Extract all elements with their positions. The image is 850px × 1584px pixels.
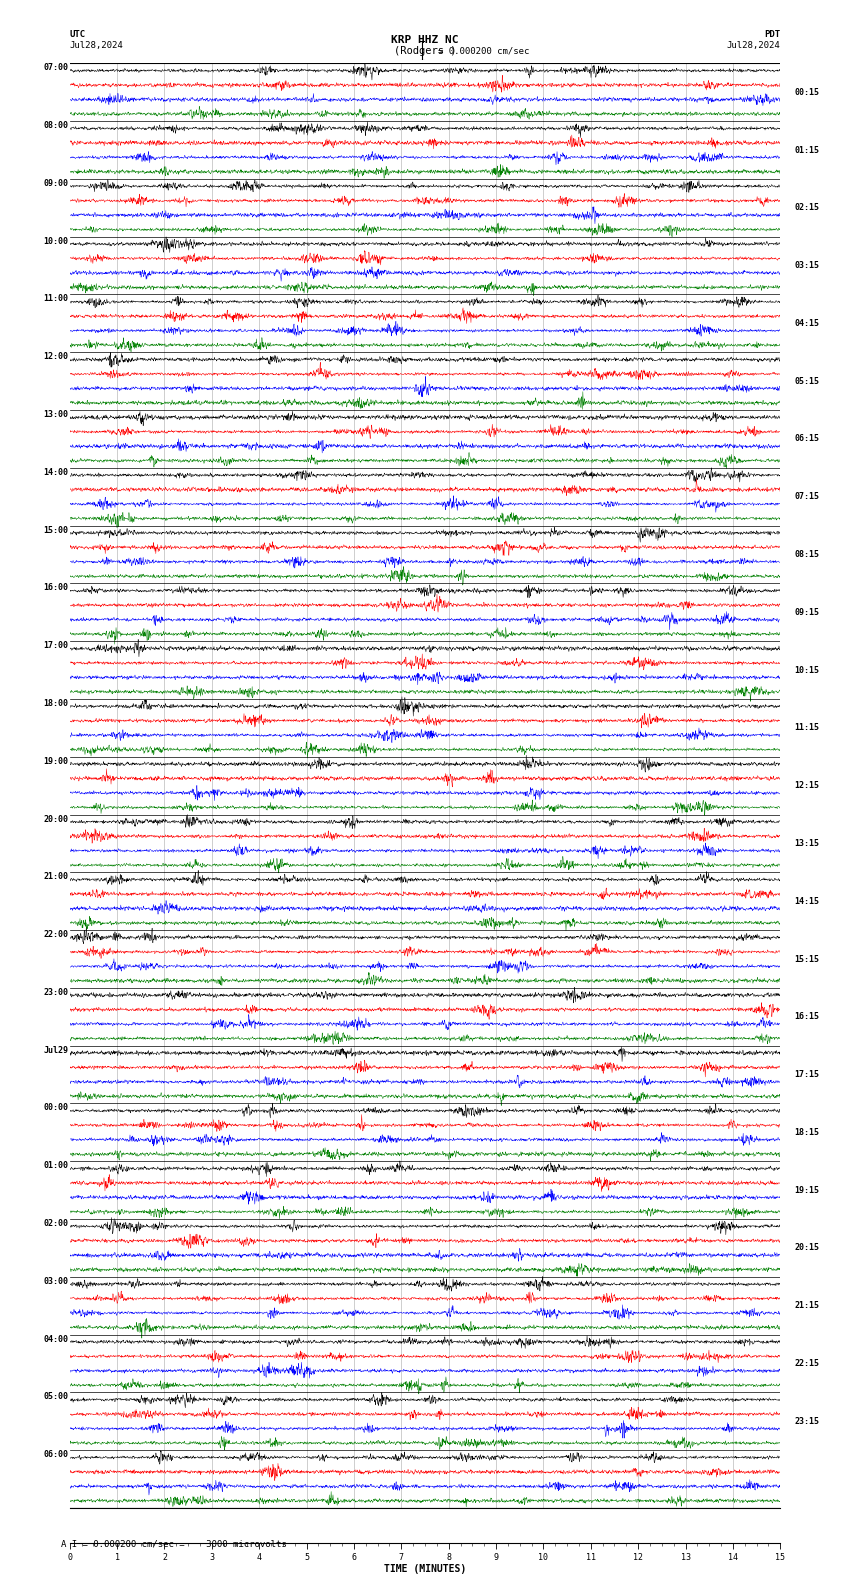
Text: 20:00: 20:00 [43,814,68,824]
Text: 08:15: 08:15 [795,550,819,559]
Text: 05:00: 05:00 [43,1392,68,1402]
Text: 20:15: 20:15 [795,1243,819,1253]
Text: 01:15: 01:15 [795,146,819,155]
Text: 08:00: 08:00 [43,120,68,130]
Text: A I = 0.000200 cm/sec =    3000 microvolts: A I = 0.000200 cm/sec = 3000 microvolts [61,1540,287,1549]
Text: = 0.000200 cm/sec: = 0.000200 cm/sec [438,46,529,55]
Text: 07:15: 07:15 [795,493,819,501]
Text: 02:00: 02:00 [43,1220,68,1228]
Text: Jul28,2024: Jul28,2024 [727,41,780,51]
Text: Jul28,2024: Jul28,2024 [70,41,123,51]
Text: 12:15: 12:15 [795,781,819,790]
Text: 06:00: 06:00 [43,1451,68,1459]
Text: 11:00: 11:00 [43,295,68,304]
Text: 13:15: 13:15 [795,840,819,847]
Text: 23:00: 23:00 [43,988,68,996]
Text: 15:15: 15:15 [795,955,819,963]
Text: 21:15: 21:15 [795,1300,819,1310]
Text: 23:15: 23:15 [795,1416,819,1426]
Text: 03:00: 03:00 [43,1277,68,1286]
Text: 17:00: 17:00 [43,642,68,649]
Text: KRP HHZ NC: KRP HHZ NC [391,35,459,44]
Text: (Rodgers ): (Rodgers ) [394,46,456,55]
Text: 19:00: 19:00 [43,757,68,765]
Text: 04:15: 04:15 [795,318,819,328]
Text: 22:15: 22:15 [795,1359,819,1369]
Text: 09:00: 09:00 [43,179,68,188]
X-axis label: TIME (MINUTES): TIME (MINUTES) [384,1563,466,1573]
Text: 10:00: 10:00 [43,236,68,246]
Text: 16:15: 16:15 [795,1012,819,1022]
Text: 17:15: 17:15 [795,1071,819,1079]
Text: 19:15: 19:15 [795,1186,819,1194]
Text: 18:15: 18:15 [795,1128,819,1137]
Text: 15:00: 15:00 [43,526,68,535]
Text: Jul29: Jul29 [43,1045,68,1055]
Text: 01:00: 01:00 [43,1161,68,1171]
Text: 10:15: 10:15 [795,665,819,675]
Text: 12:00: 12:00 [43,352,68,361]
Text: 05:15: 05:15 [795,377,819,385]
Text: UTC: UTC [70,30,86,40]
Text: 00:00: 00:00 [43,1104,68,1112]
Text: 00:15: 00:15 [795,87,819,97]
Text: 03:15: 03:15 [795,261,819,271]
Text: 02:15: 02:15 [795,203,819,212]
Text: 14:00: 14:00 [43,467,68,477]
Text: PDT: PDT [764,30,780,40]
Text: 09:15: 09:15 [795,608,819,616]
Text: 07:00: 07:00 [43,63,68,73]
Text: 21:00: 21:00 [43,873,68,881]
Text: 18:00: 18:00 [43,699,68,708]
Text: 14:15: 14:15 [795,897,819,906]
Text: 22:00: 22:00 [43,930,68,939]
Text: 06:15: 06:15 [795,434,819,444]
Text: 11:15: 11:15 [795,724,819,732]
Text: 04:00: 04:00 [43,1335,68,1343]
Text: 13:00: 13:00 [43,410,68,420]
Text: 16:00: 16:00 [43,583,68,592]
